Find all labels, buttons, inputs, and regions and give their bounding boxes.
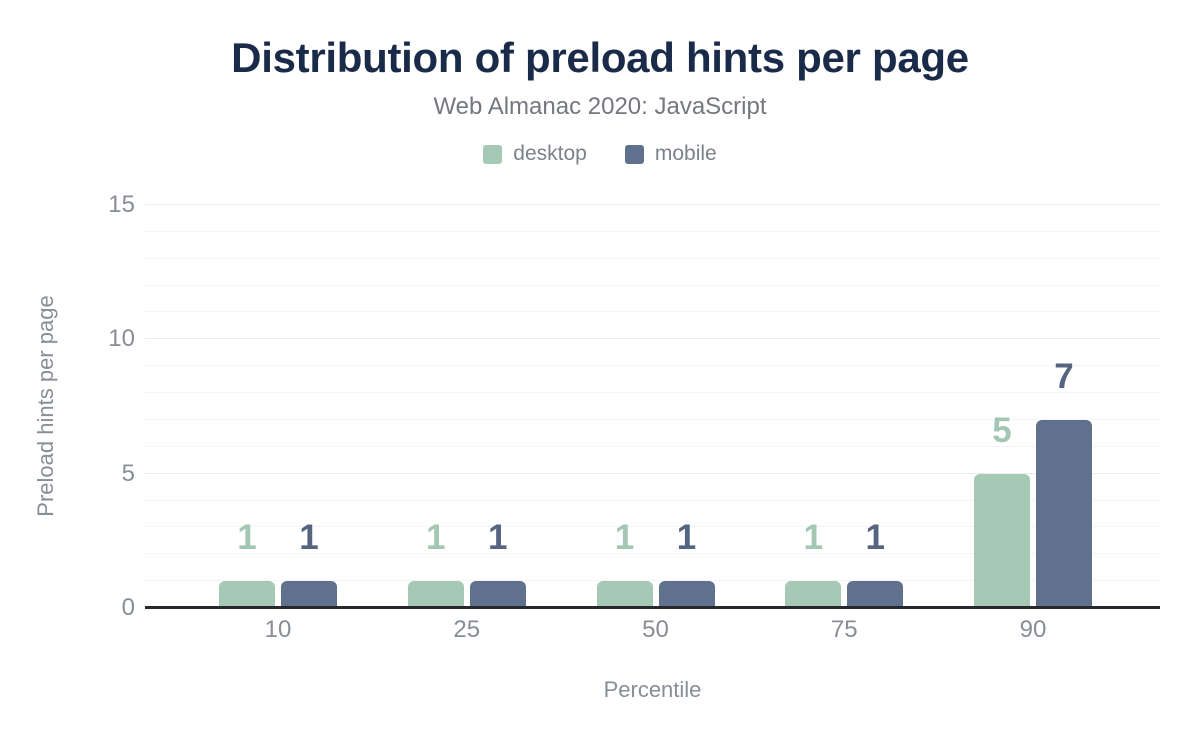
gridline-1 <box>145 580 1160 582</box>
plot-area: 1 1 1 1 1 1 1 1 5 7 <box>145 204 1160 608</box>
bar-value-label-desktop-p50: 1 <box>614 518 635 557</box>
gridline-10 <box>145 338 1160 340</box>
gridline-14 <box>145 230 1160 232</box>
chart-title: Distribution of preload hints per page <box>231 34 969 81</box>
gridline-3 <box>145 526 1160 528</box>
x-tick-label-10: 10 <box>264 616 292 643</box>
legend-item-mobile[interactable]: mobile <box>624 142 717 166</box>
gridline-6 <box>145 445 1160 447</box>
bar-value-label-mobile-p50: 1 <box>676 518 697 557</box>
x-tick-label-50: 50 <box>642 616 669 643</box>
gridline-8 <box>145 392 1160 394</box>
x-tick-label-75: 75 <box>830 616 858 643</box>
bar-mobile-p25[interactable] <box>469 581 526 608</box>
gridline-7 <box>145 418 1160 420</box>
legend: desktop mobile <box>0 142 1200 166</box>
bar-desktop-p90[interactable] <box>974 474 1030 608</box>
legend-item-desktop[interactable]: desktop <box>483 142 587 166</box>
gridline-4 <box>145 499 1160 501</box>
gridline-9 <box>145 365 1160 367</box>
bar-desktop-p50[interactable] <box>596 581 653 608</box>
bar-value-label-mobile-p10: 1 <box>299 518 319 557</box>
legend-label-desktop: desktop <box>513 142 587 165</box>
y-tick-label-5: 5 <box>121 459 135 487</box>
bar-mobile-p75[interactable] <box>847 581 904 608</box>
gridline-5 <box>145 472 1160 474</box>
legend-swatch-mobile <box>624 144 644 164</box>
bar-value-label-desktop-p25: 1 <box>426 518 446 557</box>
bar-value-label-desktop-p75: 1 <box>803 518 823 557</box>
bar-mobile-p50[interactable] <box>658 581 715 608</box>
bar-mobile-p10[interactable] <box>281 581 337 608</box>
x-axis-baseline <box>145 606 1160 609</box>
x-tick-label-25: 25 <box>453 616 481 643</box>
y-tick-label-0: 0 <box>121 594 135 621</box>
legend-swatch-desktop <box>483 144 503 164</box>
bar-mobile-p90[interactable] <box>1036 420 1092 608</box>
y-tick-label-15: 15 <box>108 191 135 218</box>
y-tick-label-10: 10 <box>108 325 135 353</box>
bar-value-label-mobile-p75: 1 <box>865 518 885 557</box>
x-axis-title: Percentile <box>603 677 702 702</box>
gridline-2 <box>145 553 1160 555</box>
bar-desktop-p75[interactable] <box>785 581 842 608</box>
bar-desktop-p25[interactable] <box>407 581 464 608</box>
bar-desktop-p10[interactable] <box>219 581 275 608</box>
gridline-13 <box>145 257 1160 259</box>
bar-value-label-mobile-p25: 1 <box>488 518 508 557</box>
bar-value-label-desktop-p10: 1 <box>237 518 257 557</box>
legend-label-mobile: mobile <box>654 142 717 165</box>
gridline-15 <box>145 204 1160 205</box>
x-tick-label-90: 90 <box>1019 616 1047 643</box>
gridline-12 <box>145 284 1160 286</box>
bar-value-label-mobile-p90: 7 <box>1054 357 1074 396</box>
gridline-11 <box>145 311 1160 313</box>
bar-value-label-desktop-p90: 5 <box>992 411 1012 450</box>
chart-subtitle: Web Almanac 2020: JavaScript <box>433 93 767 120</box>
